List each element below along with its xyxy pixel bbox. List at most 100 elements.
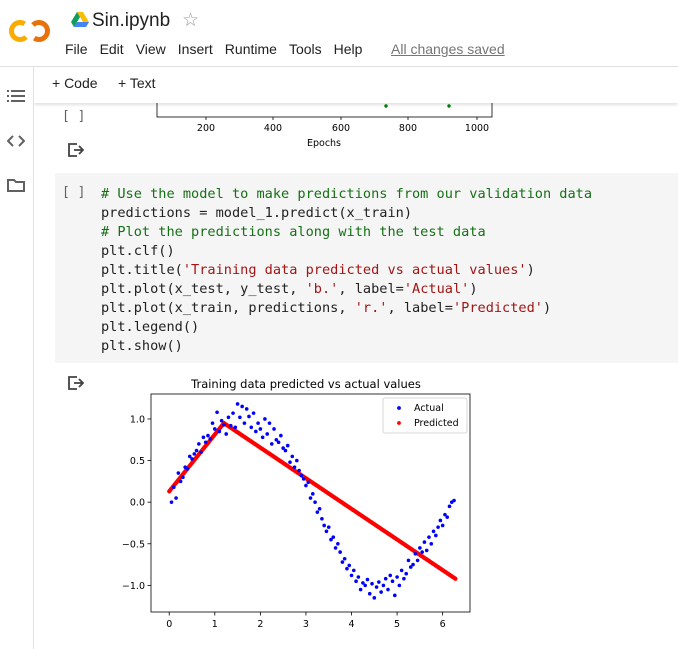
actual-point — [415, 558, 420, 563]
previous-chart: 200 400 600 800 1000 Epochs — [156, 103, 493, 149]
actual-point — [411, 562, 415, 567]
y-tick-label: −0.5 — [122, 539, 145, 550]
code-line: # Plot the predictions along with the te… — [101, 223, 592, 242]
actual-point — [299, 473, 304, 478]
actual-point — [331, 535, 336, 539]
code-token: plt.plot(x_train, predictions, — [101, 300, 355, 316]
run-cell-button[interactable]: [ ] — [62, 109, 86, 124]
actual-point — [203, 440, 208, 445]
prev-xtick-label: 200 — [197, 123, 215, 134]
actual-point — [333, 546, 338, 550]
actual-point — [336, 541, 340, 546]
notebook-title[interactable]: Sin.ipynb — [92, 10, 171, 31]
actual-point — [244, 407, 249, 411]
code-token: # Plot the predictions along with the te… — [101, 224, 486, 240]
code-cell[interactable]: [ ] # Use the model to make predictions … — [55, 173, 678, 363]
actual-point — [322, 523, 326, 528]
actual-point — [367, 591, 372, 596]
code-editor[interactable]: # Use the model to make predictions from… — [101, 185, 592, 356]
code-token: plt.clf() — [101, 243, 175, 259]
save-status-link[interactable]: All changes saved — [391, 41, 505, 57]
actual-point — [349, 573, 354, 578]
actual-point — [222, 422, 226, 427]
files-icon[interactable] — [7, 178, 25, 192]
actual-point — [265, 432, 270, 436]
actual-point — [383, 576, 388, 581]
code-line: plt.plot(x_train, predictions, 'r.', lab… — [101, 299, 592, 318]
add-code-button[interactable]: + Code — [52, 75, 98, 91]
legend-predicted-marker — [397, 421, 401, 425]
actual-point — [324, 529, 329, 534]
actual-point — [326, 525, 331, 529]
code-line: plt.show() — [101, 337, 592, 356]
actual-point — [445, 515, 450, 519]
menu-edit[interactable]: Edit — [99, 41, 124, 57]
notebook-header: Sin.ipynb ☆ File Edit View Insert Runtim… — [0, 0, 678, 66]
code-token: 'r.' — [354, 300, 388, 316]
actual-point — [171, 485, 176, 489]
output-arrow-icon[interactable] — [68, 143, 84, 157]
actual-point — [174, 496, 178, 500]
actual-point — [224, 432, 228, 436]
code-token: 'b.' — [305, 281, 339, 297]
actual-point — [292, 465, 297, 470]
actual-point — [397, 583, 402, 588]
actual-point — [283, 448, 288, 453]
menu-help[interactable]: Help — [333, 41, 363, 57]
code-snippets-icon[interactable] — [7, 134, 25, 148]
actual-point — [386, 587, 390, 592]
actual-point — [192, 452, 197, 456]
add-text-button[interactable]: + Text — [118, 75, 156, 91]
y-tick-label: 1.0 — [130, 414, 145, 425]
actual-point — [279, 433, 283, 438]
prev-xtick-label: 600 — [332, 123, 350, 134]
actual-point — [260, 435, 265, 440]
prev-xtick-label: 1000 — [465, 123, 489, 134]
prev-xtick-label: 800 — [399, 123, 417, 134]
x-tick-label: 2 — [257, 619, 263, 630]
code-token: , label= — [338, 281, 404, 297]
output-arrow-icon[interactable] — [68, 376, 84, 390]
actual-point — [351, 568, 356, 573]
header-divider — [0, 66, 678, 67]
actual-point — [228, 423, 233, 428]
x-ticks: 0 1 2 3 4 5 6 — [166, 612, 446, 630]
prev-xticks: 200 400 600 800 1000 — [197, 117, 489, 134]
colab-logo[interactable] — [8, 13, 52, 49]
actual-point — [251, 411, 256, 415]
menu-tools[interactable]: Tools — [288, 41, 322, 57]
y-tick-label: 0.0 — [130, 498, 145, 509]
google-drive-icon[interactable] — [71, 12, 89, 28]
code-line: # Use the model to make predictions from… — [101, 185, 592, 204]
actual-point — [436, 525, 440, 529]
actual-point — [238, 415, 242, 420]
code-token: ) — [542, 300, 552, 316]
actual-point — [190, 457, 194, 461]
actual-point — [429, 541, 434, 546]
legend-actual-label: Actual — [414, 403, 444, 414]
actual-point — [340, 560, 345, 564]
menu-view[interactable]: View — [135, 41, 166, 57]
actual-point — [390, 579, 395, 584]
actual-point — [219, 418, 224, 423]
code-token: plt.title( — [101, 262, 183, 278]
table-of-contents-icon[interactable] — [7, 89, 25, 103]
x-tick-label: 1 — [212, 619, 218, 630]
run-cell-button[interactable]: [ ] — [62, 185, 86, 200]
actual-point — [320, 517, 324, 521]
actual-point — [431, 529, 436, 534]
actual-point — [181, 475, 185, 480]
actual-point — [242, 421, 247, 425]
actual-point — [338, 550, 342, 554]
actual-point — [178, 479, 183, 484]
actual-point — [315, 510, 320, 514]
star-outline-icon[interactable]: ☆ — [182, 10, 200, 31]
menu-insert[interactable]: Insert — [177, 41, 213, 57]
menu-file[interactable]: File — [65, 41, 88, 57]
actual-point — [329, 537, 333, 542]
actual-point — [272, 427, 276, 431]
actual-point — [447, 504, 452, 509]
actual-point — [452, 498, 456, 503]
actual-point — [199, 450, 203, 455]
menu-runtime[interactable]: Runtime — [224, 41, 277, 57]
